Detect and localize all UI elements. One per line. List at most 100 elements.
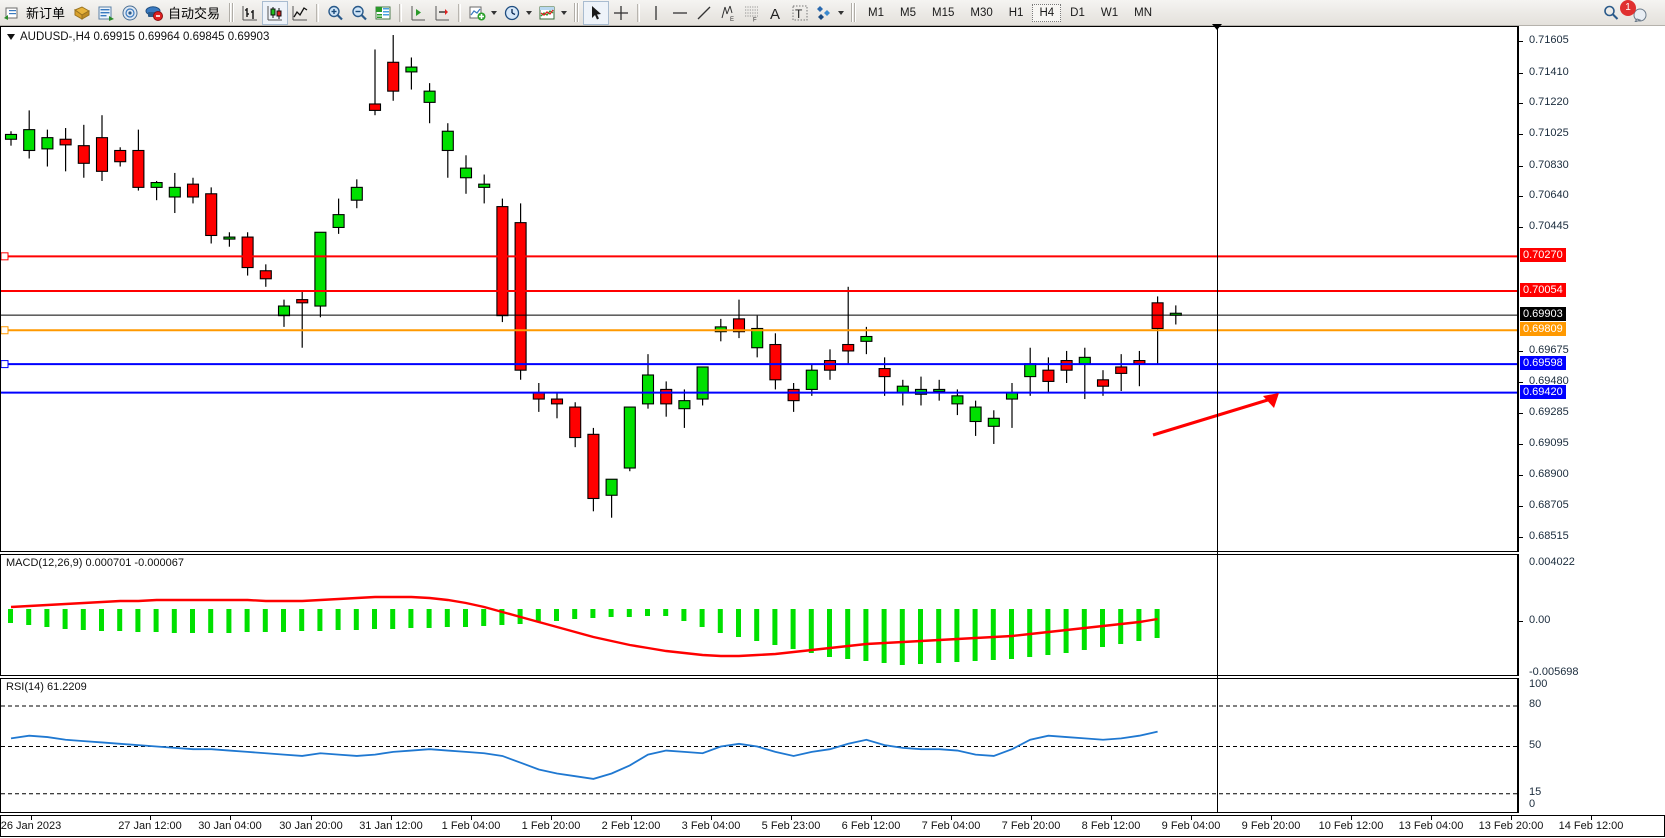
price-tick-label: 0.69285 — [1529, 406, 1569, 419]
macd-scale-label: 0.004022 — [1529, 556, 1575, 568]
new-order-label: 新订单 — [26, 6, 66, 21]
time-tick — [471, 816, 472, 820]
price-tick — [1519, 382, 1523, 383]
crosshair-button[interactable] — [609, 1, 633, 25]
bar-chart-button[interactable] — [238, 1, 262, 25]
main-toolbar: 新订单 — [0, 0, 1665, 26]
timeframe-button-w1[interactable]: W1 — [1100, 6, 1119, 19]
rsi-panel[interactable]: RSI(14) 61.2209 — [0, 678, 1518, 813]
time-tick — [791, 816, 792, 820]
chart-title-text: AUDUSD-,H4 0.69915 0.69964 0.69845 0.699… — [20, 31, 270, 43]
vertical-line-icon — [647, 4, 665, 22]
time-axis-label: 13 Feb 04:00 — [1398, 820, 1464, 832]
timeframe-button-m30[interactable]: M30 — [970, 6, 993, 19]
resistance-line-label: 0.70270 — [1520, 248, 1566, 263]
timeframe-button-m1[interactable]: M1 — [868, 6, 885, 19]
text-label-button[interactable]: T — [788, 1, 812, 25]
period-button[interactable] — [500, 1, 535, 25]
templates-button[interactable] — [535, 1, 570, 25]
profiles-button[interactable] — [70, 1, 94, 25]
time-axis-label: 3 Feb 04:00 — [681, 820, 741, 832]
time-axis[interactable]: 26 Jan 2023 27 Jan 12:00 30 Jan 04:00 30 Ja… — [0, 815, 1665, 837]
chevron-down-icon[interactable] — [526, 10, 533, 15]
timeframe-button-mn[interactable]: MN — [1134, 6, 1152, 19]
support-line-label: 0.69420 — [1520, 384, 1566, 399]
cursor-button[interactable] — [583, 0, 610, 25]
zoom-out-button[interactable] — [347, 1, 371, 25]
chart-shift-icon — [433, 4, 451, 22]
chevron-down-icon[interactable] — [491, 10, 498, 15]
rsi-scale-label: 80 — [1529, 698, 1542, 710]
line-chart-icon — [291, 4, 309, 22]
rsi-title: RSI(14) 61.2209 — [6, 681, 87, 693]
data-window-button[interactable] — [371, 1, 395, 25]
elliott-wave-button[interactable]: E — [716, 1, 740, 25]
time-axis-label: 8 Feb 12:00 — [1081, 820, 1141, 832]
chevron-down-icon[interactable] — [561, 10, 568, 15]
notification-icon — [1632, 4, 1654, 23]
horizontal-line-button[interactable] — [668, 1, 692, 25]
rsi-scale-label: 100 — [1529, 678, 1548, 690]
chart-menu-triangle-icon[interactable] — [7, 34, 15, 40]
macd-scale-label: 0.00 — [1529, 614, 1551, 626]
search-button[interactable] — [1599, 1, 1623, 25]
objects-icon — [815, 4, 833, 22]
rsi-scale: 100 80 50 15 0 — [1518, 678, 1665, 813]
price-chart-panel[interactable]: AUDUSD-,H4 0.69915 0.69964 0.69845 0.699… — [0, 26, 1518, 552]
resistance-line-label: 0.70054 — [1520, 282, 1566, 297]
price-tick-label: 0.71410 — [1529, 65, 1569, 78]
objects-button[interactable] — [812, 1, 847, 25]
toolbar-drag-handle-1[interactable] — [229, 3, 235, 22]
time-tick — [711, 816, 712, 820]
price-chart-canvas[interactable] — [1, 27, 1518, 552]
chart-shift-button[interactable] — [430, 1, 454, 25]
templates-icon — [538, 4, 556, 22]
auto-trading-label: 自动交易 — [168, 6, 221, 21]
indicators-icon — [468, 4, 486, 22]
macd-scale: 0.004022 0.00 -0.005698 — [1518, 554, 1665, 678]
zoom-in-button[interactable] — [323, 1, 347, 25]
crosshair-vertical-line — [1217, 26, 1218, 813]
price-scale[interactable]: 0.71605 0.71410 0.71220 0.71025 0.70830 0.706… — [1518, 26, 1665, 552]
timeframe-button-h1[interactable]: H1 — [1008, 6, 1024, 19]
indicators-button[interactable] — [465, 1, 500, 25]
timeframe-button-m5[interactable]: M5 — [900, 6, 916, 19]
svg-text:A: A — [770, 6, 780, 22]
auto-trading-button[interactable]: 自动交易 — [142, 1, 225, 25]
new-order-button[interactable]: 新订单 — [0, 1, 70, 25]
vertical-line-button[interactable] — [644, 1, 668, 25]
auto-scroll-button[interactable] — [406, 1, 430, 25]
toolbar-drag-handle-2[interactable] — [574, 3, 580, 22]
time-axis-label: 1 Feb 20:00 — [521, 820, 581, 832]
navigator-button[interactable] — [118, 1, 142, 25]
notification-button[interactable]: 1 — [1620, 0, 1657, 25]
trendline-button[interactable] — [692, 1, 716, 25]
price-tick — [1519, 506, 1523, 508]
line-chart-button[interactable] — [288, 1, 312, 25]
time-tick — [391, 816, 392, 820]
price-tick-label: 0.70640 — [1529, 188, 1569, 201]
time-tick — [871, 816, 872, 820]
candlestick-chart-icon — [266, 4, 284, 22]
time-tick — [551, 816, 552, 820]
macd-canvas — [8, 595, 1160, 665]
svg-text:F: F — [753, 17, 757, 22]
toolbar-drag-handle-3[interactable] — [851, 3, 857, 22]
timeframe-button-m15[interactable]: M15 — [932, 6, 955, 19]
timeframe-button-h4[interactable]: H4 — [1032, 3, 1062, 22]
zoom-out-icon — [350, 4, 368, 22]
time-tick — [1031, 816, 1032, 820]
timeframe-button-d1[interactable]: D1 — [1070, 6, 1085, 19]
cursor-icon — [587, 4, 605, 22]
market-watch-button[interactable] — [94, 1, 118, 25]
time-tick — [1591, 816, 1592, 820]
fibonacci-button[interactable]: F — [740, 1, 764, 25]
price-tick — [1519, 134, 1523, 136]
time-axis-label: 7 Feb 04:00 — [921, 820, 981, 832]
candlestick-chart-button[interactable] — [262, 0, 289, 25]
chevron-down-icon[interactable] — [838, 10, 845, 15]
time-axis-label: 9 Feb 20:00 — [1241, 820, 1301, 832]
trend-arrow-annotation — [1152, 393, 1279, 437]
text-button[interactable]: A — [764, 1, 788, 25]
macd-panel[interactable]: MACD(12,26,9) 0.000701 -0.000067 — [0, 554, 1518, 676]
